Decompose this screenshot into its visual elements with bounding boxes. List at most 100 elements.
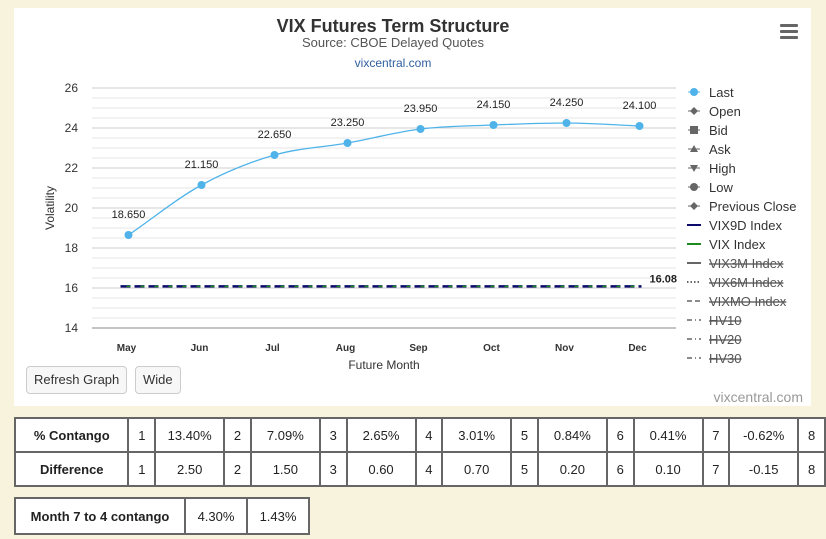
value-cell: -0.15 bbox=[728, 451, 800, 487]
x-tick-label: Jun bbox=[191, 343, 209, 354]
value-cell: 4.30% bbox=[184, 497, 248, 535]
month-number-cell: 7 bbox=[701, 417, 731, 453]
data-point-last bbox=[635, 122, 644, 130]
month-number-cell: 4 bbox=[414, 417, 444, 453]
legend-item[interactable]: VIX9D Index bbox=[687, 218, 782, 233]
month-number-cell: 8 bbox=[797, 417, 826, 453]
value-cell: 0.84% bbox=[536, 417, 608, 453]
row-label: % Contango bbox=[13, 417, 130, 453]
y-tick-label: 18 bbox=[65, 241, 79, 255]
x-axis-label: Future Month bbox=[348, 358, 419, 372]
month-number-cell: 7 bbox=[701, 451, 731, 487]
legend-item[interactable]: High bbox=[688, 161, 736, 176]
contango-row: % Contango 1 13.40% 2 7.09% 3 2.65% 4 3.01% 5 0.84… bbox=[13, 417, 826, 453]
month-number-cell: 3 bbox=[318, 451, 348, 487]
value-cell: 1.43% bbox=[246, 497, 310, 535]
legend-item[interactable]: VIX3M Index bbox=[687, 256, 784, 271]
legend-item[interactable]: Bid bbox=[688, 123, 728, 138]
legend-item[interactable]: HV10 bbox=[687, 313, 742, 328]
data-label-last: 24.150 bbox=[477, 99, 511, 111]
subtitle-link[interactable]: vixcentral.com bbox=[355, 56, 432, 70]
value-cell: 7.09% bbox=[249, 417, 321, 453]
data-point-last bbox=[197, 181, 206, 189]
month-number-cell: 6 bbox=[605, 451, 635, 487]
month-number-cell: 1 bbox=[127, 451, 157, 487]
legend-item[interactable]: VIX Index bbox=[687, 237, 766, 252]
legend-item[interactable]: Open bbox=[688, 104, 741, 119]
legend-label: VIX Index bbox=[709, 237, 766, 252]
legend-item[interactable]: HV20 bbox=[687, 332, 742, 347]
hamburger-menu-icon[interactable] bbox=[780, 24, 798, 40]
x-tick-label: Nov bbox=[555, 343, 574, 354]
data-point-last bbox=[270, 151, 279, 159]
legend-label: VIX6M Index bbox=[709, 275, 784, 290]
data-point-last bbox=[343, 139, 352, 147]
y-tick-label: 14 bbox=[65, 321, 79, 335]
legend-label: HV20 bbox=[709, 332, 742, 347]
legend-marker bbox=[690, 183, 698, 191]
legend-label: VIX3M Index bbox=[709, 256, 784, 271]
y-tick-label: 20 bbox=[65, 201, 79, 215]
refresh-graph-button[interactable]: Refresh Graph bbox=[26, 366, 128, 394]
y-axis-label: Volatility bbox=[43, 186, 57, 230]
legend-marker bbox=[690, 202, 698, 210]
data-point-last bbox=[416, 125, 425, 133]
chart-subtitle: Source: CBOE Delayed Quotes bbox=[302, 35, 485, 50]
chart-title: VIX Futures Term Structure bbox=[277, 16, 510, 36]
row-label: Difference bbox=[13, 451, 130, 487]
legend-item[interactable]: Last bbox=[688, 85, 734, 100]
legend-item[interactable]: Ask bbox=[688, 142, 731, 157]
legend-label: Bid bbox=[709, 123, 728, 138]
legend-item[interactable]: Low bbox=[688, 180, 733, 195]
value-cell: 3.01% bbox=[441, 417, 513, 453]
data-point-last bbox=[562, 119, 571, 127]
legend-label: High bbox=[709, 161, 736, 176]
y-tick-label: 24 bbox=[65, 121, 79, 135]
data-label-last: 23.250 bbox=[331, 117, 365, 129]
value-cell: 0.41% bbox=[632, 417, 704, 453]
legend-marker bbox=[690, 107, 698, 115]
month-number-cell: 5 bbox=[510, 417, 539, 453]
month-number-cell: 8 bbox=[797, 451, 826, 487]
legend-label: Previous Close bbox=[709, 199, 796, 214]
wide-button[interactable]: Wide bbox=[135, 366, 181, 394]
legend-item[interactable]: Previous Close bbox=[688, 199, 796, 214]
data-label-vix9d: 16.08 bbox=[650, 273, 678, 285]
month-number-cell: 5 bbox=[510, 451, 539, 487]
month-7-to-4-table: Month 7 to 4 contango 4.30% 1.43% bbox=[14, 497, 310, 535]
y-tick-label: 22 bbox=[65, 161, 79, 175]
value-cell: 0.20 bbox=[536, 451, 608, 487]
x-tick-label: Sep bbox=[409, 343, 427, 354]
legend-label: Low bbox=[709, 180, 733, 195]
value-cell: 0.70 bbox=[441, 451, 513, 487]
contango-table: % Contango 1 13.40% 2 7.09% 3 2.65% 4 3.01% 5 0.84… bbox=[13, 417, 826, 487]
data-point-last bbox=[489, 121, 498, 129]
legend-item[interactable]: HV30 bbox=[687, 351, 742, 366]
data-point-last bbox=[124, 231, 133, 239]
legend-marker bbox=[690, 88, 698, 96]
data-label-last: 23.950 bbox=[404, 103, 438, 115]
data-label-last: 24.100 bbox=[623, 100, 657, 112]
value-cell: 0.10 bbox=[632, 451, 704, 487]
month-number-cell: 3 bbox=[318, 417, 348, 453]
legend-label: Last bbox=[709, 85, 734, 100]
y-tick-label: 16 bbox=[65, 281, 79, 295]
value-cell: 13.40% bbox=[154, 417, 226, 453]
value-cell: 2.50 bbox=[154, 451, 226, 487]
legend-item[interactable]: VIXMO Index bbox=[687, 294, 787, 309]
month-number-cell: 2 bbox=[223, 417, 252, 453]
value-cell: 0.60 bbox=[345, 451, 417, 487]
legend-label: HV10 bbox=[709, 313, 742, 328]
credit-text: vixcentral.com bbox=[713, 389, 803, 405]
data-label-last: 18.650 bbox=[112, 209, 146, 221]
data-label-last: 22.650 bbox=[258, 129, 292, 141]
legend-item[interactable]: VIX6M Index bbox=[687, 275, 784, 290]
legend-label: Open bbox=[709, 104, 741, 119]
month-7-to-4-row: Month 7 to 4 contango 4.30% 1.43% bbox=[14, 497, 310, 535]
month-number-cell: 1 bbox=[127, 417, 157, 453]
month-number-cell: 4 bbox=[414, 451, 444, 487]
data-label-last: 24.250 bbox=[550, 97, 584, 109]
data-label-last: 21.150 bbox=[185, 159, 219, 171]
legend-label: VIXMO Index bbox=[709, 294, 787, 309]
